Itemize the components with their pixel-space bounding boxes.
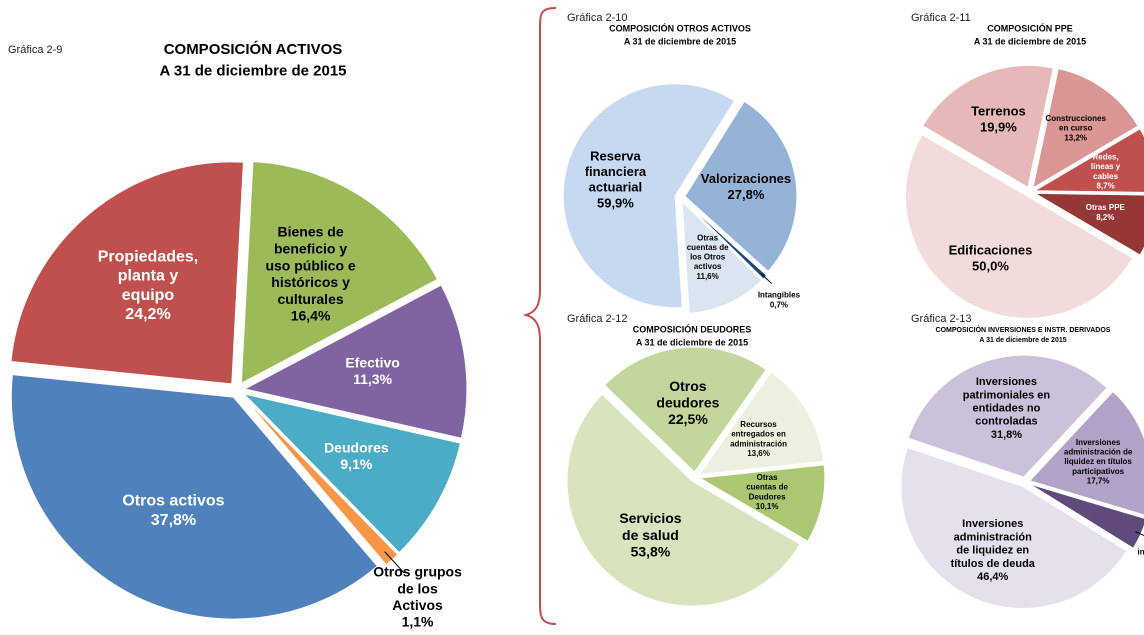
chart-title: COMPOSICIÓN PPE <box>987 22 1073 33</box>
pie-slice <box>10 374 378 620</box>
pie-slice <box>1028 390 1144 516</box>
pie-slice <box>907 354 1108 478</box>
figure-label: Gráfica 2-13 <box>911 313 972 325</box>
slice-label: Recursos entregados en administración <box>730 420 787 448</box>
pie-slice <box>240 161 439 385</box>
slice-label: Inversiones patrimoniales en entidades no c… <box>963 376 1051 428</box>
slice-label: Edificaciones <box>949 243 1033 258</box>
slice-value: 8,2% <box>1096 213 1114 222</box>
slice-value: 46,4% <box>977 571 1008 583</box>
figure-label: Gráfica 2-10 <box>567 12 628 24</box>
pie-slice <box>562 83 736 309</box>
slice-label: Terrenos <box>971 104 1026 119</box>
slice-label: Inversiones administración de liquidez en … <box>1064 438 1133 476</box>
slice-value: 1,1% <box>402 614 434 630</box>
slice-label: Otros grupos de los Activos <box>373 563 462 613</box>
slice-value: 27,8% <box>728 187 765 202</box>
pie-slice <box>922 64 1054 189</box>
slice-label: Otras PPE <box>1086 203 1126 212</box>
slice-value: 13,6% <box>747 449 770 458</box>
slice-label: Propiedades, planta y equipo <box>98 249 198 304</box>
pie-slice <box>698 371 825 476</box>
slice-label: Bienes de beneficio y uso público e históri… <box>265 223 355 306</box>
chart-subtitle: A 31 de diciembre de 2015 <box>624 36 736 46</box>
slice-value: 13,2% <box>1064 133 1087 142</box>
slice-label: Otras cuentas de Deudores <box>746 473 788 501</box>
slice-label: Intangibles <box>758 291 801 300</box>
pie-slice <box>681 200 763 314</box>
leader-line <box>1135 531 1144 537</box>
chart-title: COMPOSICIÓN OTROS ACTIVOS <box>609 22 751 33</box>
chart-title: COMPOSICIÓN DEUDORES <box>633 323 752 334</box>
pie-slice <box>243 284 468 439</box>
slice-label: Construcciones en curso <box>1045 114 1106 133</box>
slice-label: Otros activos <box>122 493 224 510</box>
pie-slice <box>242 393 462 554</box>
chart-subtitle: A 31 de diciembre de 2015 <box>974 36 1086 46</box>
slice-value: 8,7% <box>1096 182 1114 191</box>
slice-label: Valorizaciones <box>701 171 791 186</box>
brace <box>522 7 557 625</box>
pie-slice <box>905 133 1134 319</box>
slice-value: 53,8% <box>631 543 671 559</box>
slice-value: 22,5% <box>668 411 708 427</box>
leader-line <box>384 551 405 574</box>
slice-label: Otras cuentas de los Otros activos <box>687 234 729 272</box>
chart-subtitle: A 31 de diciembre de 2015 <box>636 337 748 347</box>
slice-label: Reserva financiera actuarial <box>585 149 647 195</box>
chart-subtitle: A 31 de diciembre de 2015 <box>159 63 346 80</box>
slice-value: 9,1% <box>340 456 372 472</box>
pie-slice <box>1032 68 1139 189</box>
slice-label: Servicios de salud <box>619 510 681 543</box>
pie-slice <box>1033 128 1144 193</box>
slice-value: 16,4% <box>291 307 331 323</box>
figure-label: Gráfica 2-9 <box>8 44 62 56</box>
slice-label: Deudores <box>324 439 389 455</box>
slice-value: 50,0% <box>972 259 1009 274</box>
slice-label: Redes, líneas y cables <box>1091 153 1121 181</box>
slice-value: 19,9% <box>980 120 1017 135</box>
pie-slice <box>603 346 767 473</box>
slice-value: 31,8% <box>991 429 1022 441</box>
pie-slice <box>698 464 826 542</box>
pie-slice <box>684 100 798 273</box>
slice-label: Otros deudores <box>656 377 719 410</box>
slice-value: 0,7% <box>770 300 788 309</box>
slice-value: 59,9% <box>597 196 634 211</box>
pie-slice <box>1032 192 1144 256</box>
pie-slice <box>566 393 801 607</box>
slice-value: 11,6% <box>697 272 719 281</box>
slice-label: Efectivo <box>345 354 399 370</box>
slice-label: Otrasinversiones <box>1138 538 1144 557</box>
leader-line <box>760 273 772 284</box>
figure-label: Gráfica 2-12 <box>567 313 628 325</box>
slice-value: 37,8% <box>151 512 196 529</box>
slice-value: 24,2% <box>125 306 170 323</box>
chart-subtitle: A 31 de diciembre de 2015 <box>979 337 1066 344</box>
chart-title: COMPOSICIÓN INVERSIONES E INSTR. DERIVAD… <box>936 325 1111 334</box>
slice-value: 10,1% <box>756 502 779 511</box>
figure-label: Gráfica 2-11 <box>911 12 971 24</box>
chart-title: COMPOSICIÓN ACTIVOS <box>164 40 343 58</box>
slice-value: 11,3% <box>353 371 392 387</box>
pie-slice <box>900 446 1128 609</box>
pie-slice <box>10 161 244 385</box>
slice-label: Inversiones administración de liquidez en t… <box>951 518 1036 570</box>
slice-value: 17,7% <box>1087 476 1110 485</box>
